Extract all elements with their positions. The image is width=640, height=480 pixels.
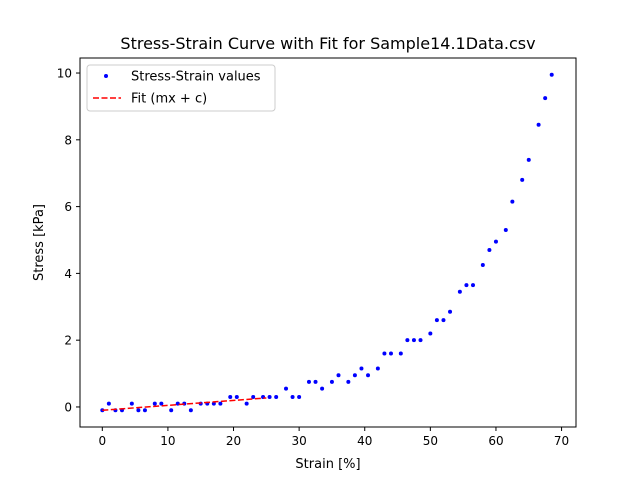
- data-point: [129, 401, 134, 406]
- data-point: [480, 263, 485, 268]
- legend-label-fit: Fit (mx + c): [131, 92, 207, 107]
- data-point: [526, 157, 531, 162]
- x-tick-label: 40: [357, 434, 372, 448]
- data-point: [159, 401, 164, 406]
- legend-box: [86, 64, 276, 112]
- data-point: [218, 401, 223, 406]
- data-point: [448, 309, 453, 314]
- legend: Stress-Strain values Fit (mx + c): [86, 64, 276, 112]
- x-axis-label: Strain [%]: [295, 457, 360, 472]
- data-point: [188, 408, 193, 413]
- data-point: [411, 338, 416, 343]
- y-tick-label: 8: [64, 133, 72, 147]
- data-point: [434, 318, 439, 323]
- y-tick-label: 6: [64, 200, 72, 214]
- fit-line-layer: [102, 397, 267, 412]
- data-point: [464, 283, 469, 288]
- y-tick-label: 0: [64, 400, 72, 414]
- data-point: [274, 394, 279, 399]
- x-tick-label: 60: [488, 434, 503, 448]
- data-point: [359, 366, 364, 371]
- data-point: [336, 373, 341, 378]
- data-point: [549, 72, 554, 77]
- data-point: [382, 351, 387, 356]
- x-tick-label: 70: [554, 434, 569, 448]
- data-point: [106, 401, 111, 406]
- x-tick-label: 50: [423, 434, 438, 448]
- data-point: [510, 199, 515, 204]
- x-tick-label: 30: [291, 434, 306, 448]
- data-point: [290, 394, 295, 399]
- data-point: [284, 386, 289, 391]
- data-point: [536, 122, 541, 127]
- y-axis-label: Stress [kPa]: [32, 204, 47, 281]
- data-point: [346, 379, 351, 384]
- data-point: [375, 366, 380, 371]
- x-axis-ticks: 0 10 20 30 40 50 60 70: [98, 427, 569, 448]
- data-point: [142, 408, 147, 413]
- data-point: [428, 331, 433, 336]
- data-point: [457, 289, 462, 294]
- axes-frame: [79, 57, 577, 428]
- plot-area: [79, 57, 577, 428]
- x-tick-label: 0: [98, 434, 106, 448]
- data-point: [388, 351, 393, 356]
- y-axis-ticks: 0 2 4 6 8 10: [57, 67, 80, 414]
- data-point: [352, 373, 357, 378]
- data-point: [493, 239, 498, 244]
- data-point: [313, 379, 318, 384]
- chart-title: Stress-Strain Curve with Fit for Sample1…: [120, 34, 535, 53]
- y-tick-label: 4: [64, 267, 72, 281]
- data-point: [306, 379, 311, 384]
- data-point: [543, 96, 548, 101]
- data-point: [441, 318, 446, 323]
- legend-label-scatter: Stress-Strain values: [131, 70, 261, 85]
- data-point: [366, 373, 371, 378]
- data-point: [169, 408, 174, 413]
- data-point: [234, 394, 239, 399]
- data-point: [251, 394, 256, 399]
- data-point: [487, 248, 492, 253]
- data-point: [136, 408, 141, 413]
- data-point: [320, 386, 325, 391]
- x-tick-label: 20: [226, 434, 241, 448]
- x-tick-label: 10: [160, 434, 175, 448]
- data-point: [405, 338, 410, 343]
- data-point: [520, 177, 525, 182]
- data-point: [470, 283, 475, 288]
- scatter-points: [100, 72, 554, 413]
- data-point: [398, 351, 403, 356]
- data-point: [267, 394, 272, 399]
- data-point: [503, 227, 508, 232]
- data-point: [418, 338, 423, 343]
- legend-marker-scatter: [104, 74, 108, 78]
- data-point: [228, 394, 233, 399]
- y-tick-label: 2: [64, 334, 72, 348]
- fit-line: [102, 397, 267, 412]
- y-tick-label: 10: [57, 67, 72, 81]
- data-point: [152, 401, 157, 406]
- data-point: [297, 394, 302, 399]
- data-point: [244, 401, 249, 406]
- data-point: [329, 379, 334, 384]
